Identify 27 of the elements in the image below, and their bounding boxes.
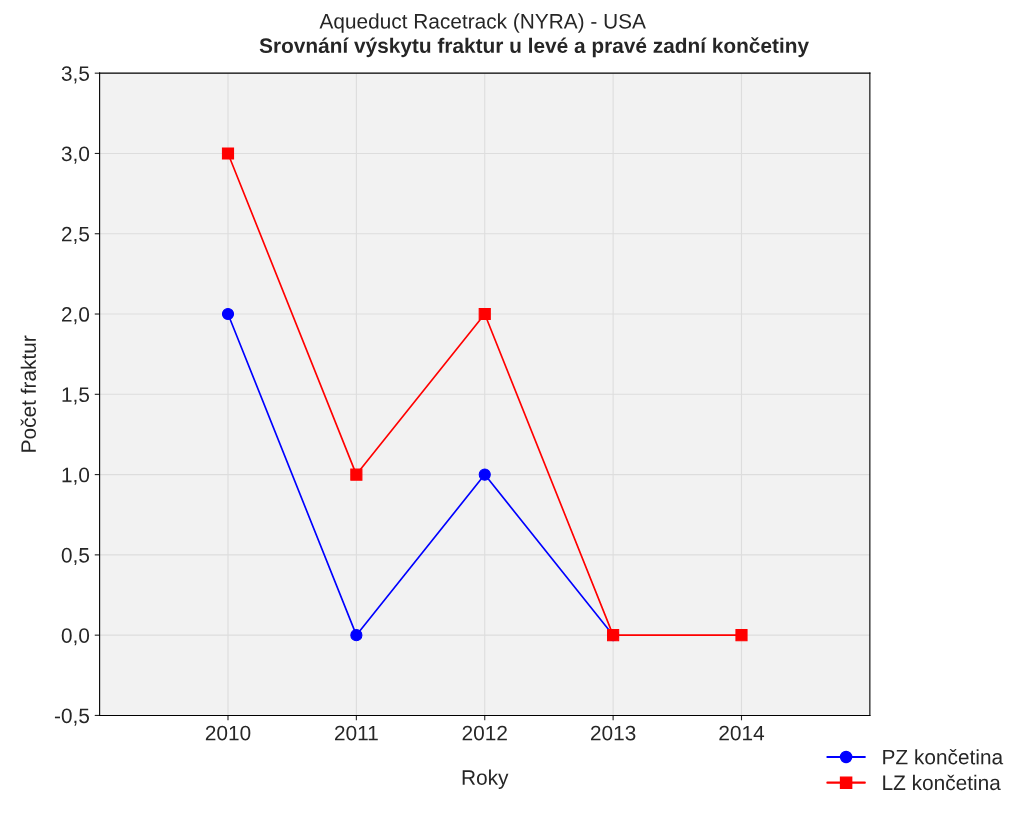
point	[735, 629, 748, 642]
y-tick-label: 1,5	[62, 387, 90, 405]
point	[350, 629, 363, 642]
y-tick-label: 1,0	[62, 467, 90, 485]
x-tick-label: 2012	[462, 725, 507, 741]
chart-title: Aqueduct Racetrack (NYRA) - USA	[319, 13, 646, 33]
legend-label: LZ končetina	[883, 774, 1001, 791]
point	[221, 147, 235, 160]
y-tick-label: 2,5	[61, 226, 90, 244]
chart-subtitle: Srovnání výskytu fraktur u levé a pravé zadní končetiny	[259, 37, 809, 58]
y-tick-label: 2,0	[61, 307, 90, 325]
x-axis-title: Roky	[462, 769, 509, 789]
point	[350, 468, 363, 481]
point	[478, 468, 491, 481]
x-tick-label: 2013	[591, 725, 636, 741]
point	[478, 307, 491, 321]
y-tick-label: 0,0	[61, 628, 90, 646]
x-tick-label: 2014	[719, 725, 765, 741]
x-tick-label: 2011	[335, 725, 378, 741]
y-tick-label: 3,5	[61, 66, 90, 84]
y-tick-label: -0,5	[54, 708, 90, 726]
legend-label: PZ končetina	[883, 749, 1004, 765]
x-tick-label: 2010	[205, 725, 251, 741]
y-tick-label: 3,0	[61, 146, 90, 164]
y-axis-title: Počet fraktur	[20, 335, 36, 452]
point	[221, 307, 235, 321]
y-tick-label: 0,5	[61, 547, 90, 566]
